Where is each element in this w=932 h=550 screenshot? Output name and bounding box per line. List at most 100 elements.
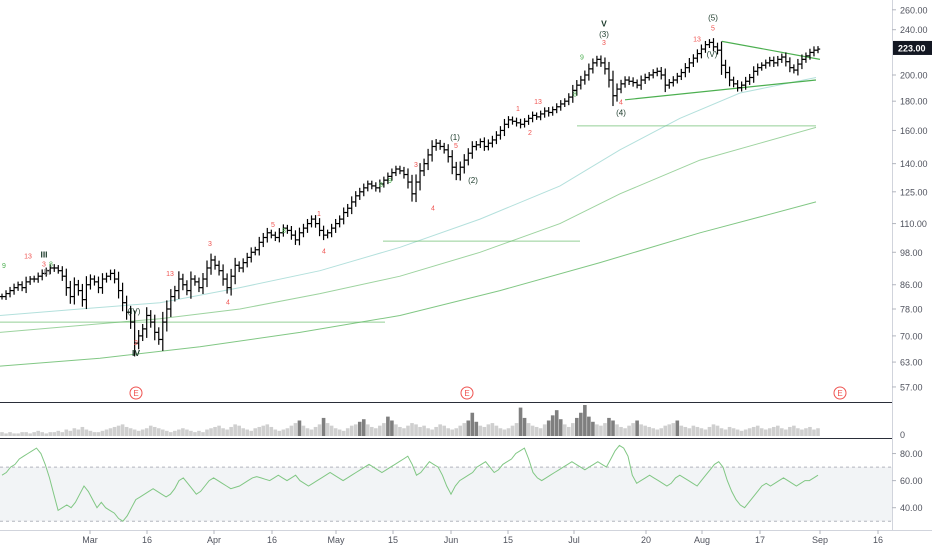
- volume-bar: [197, 430, 201, 436]
- price-bar: [413, 174, 419, 203]
- price-bar: [309, 215, 314, 228]
- volume-bar: [241, 428, 245, 436]
- volume-bar: [546, 420, 551, 436]
- volume-bar: [169, 432, 173, 436]
- volume-bar: [755, 425, 760, 436]
- price-bar: [23, 276, 29, 294]
- price-bar: [27, 276, 33, 285]
- price-bar: [723, 59, 728, 79]
- price-bar: [361, 183, 366, 197]
- price-bar: [401, 166, 407, 179]
- volume-bar: [333, 428, 338, 436]
- volume-bar: [28, 433, 32, 436]
- volume-bar: [357, 421, 362, 436]
- price-bar: [100, 273, 105, 294]
- volume-bar: [583, 405, 587, 436]
- volume-bar: [116, 425, 121, 436]
- volume-bar: [647, 426, 651, 436]
- volume-bar: [84, 429, 89, 436]
- price-bar: [216, 260, 222, 276]
- volume-bar: [40, 432, 44, 436]
- price-bar: [84, 276, 89, 310]
- earnings-marker-label: E: [133, 389, 138, 398]
- price-bar: [176, 271, 182, 299]
- price-bar: [345, 203, 350, 217]
- volume-bar: [341, 430, 346, 436]
- volume-bar: [80, 426, 85, 436]
- volume-bar: [96, 432, 101, 436]
- price-tick-label: 63.00: [900, 358, 923, 368]
- count-label: 8: [49, 262, 53, 269]
- volume-bar: [20, 432, 24, 436]
- time-tick-label: 16: [873, 535, 883, 545]
- time-tick-label: Mar: [82, 535, 98, 545]
- volume-bar: [780, 428, 784, 436]
- volume-bar: [8, 432, 12, 436]
- price-bar: [60, 266, 65, 281]
- volume-bar: [771, 426, 776, 436]
- time-tick-label: Aug: [694, 535, 710, 545]
- volume-bar: [382, 423, 386, 436]
- wave-label: III: [44, 268, 51, 277]
- volume-bar: [305, 428, 310, 436]
- price-bar: [220, 264, 226, 286]
- wave-label: V: [601, 19, 607, 29]
- price-bar: [35, 272, 41, 283]
- volume-bar: [655, 429, 660, 436]
- price-bar: [502, 118, 507, 137]
- volume-bar: [575, 417, 579, 436]
- price-bar: [261, 232, 266, 248]
- price-bar: [329, 223, 334, 238]
- price-bar: [321, 225, 326, 241]
- price-bar: [253, 246, 258, 256]
- price-bar: [783, 52, 789, 67]
- count-label: 2: [528, 130, 532, 137]
- volume-bar: [631, 423, 635, 436]
- volume-bar: [104, 429, 109, 436]
- price-tick-label: 110.00: [900, 219, 927, 229]
- volume-bar: [345, 428, 350, 436]
- volume-bar: [599, 425, 603, 436]
- volume-bar: [24, 432, 28, 436]
- time-tick-label: 16: [142, 535, 152, 545]
- time-tick-label: 15: [503, 535, 513, 545]
- earnings-marker-circle: [460, 386, 474, 400]
- price-bar: [240, 258, 246, 273]
- price-bar: [184, 280, 190, 296]
- wave-label: (V): [707, 50, 718, 59]
- count-label: 1: [317, 211, 321, 218]
- price-bar: [755, 63, 760, 76]
- price-bar: [15, 281, 21, 291]
- count-label: 9: [2, 263, 6, 270]
- volume-bar: [450, 429, 455, 436]
- volume-bar: [550, 415, 555, 436]
- last-price-label: 223.00: [898, 43, 926, 53]
- volume-bar: [615, 424, 619, 436]
- volume-bar: [108, 428, 113, 436]
- volume-bar: [52, 432, 57, 436]
- price-bar: [365, 180, 370, 192]
- price-bar: [731, 76, 736, 88]
- volume-bar: [245, 429, 250, 436]
- price-bar: [11, 283, 17, 295]
- volume-bar: [152, 426, 157, 436]
- volume-bar: [76, 429, 81, 436]
- price-bar: [506, 116, 511, 129]
- price-bar: [695, 49, 700, 63]
- volume-bar: [611, 420, 615, 436]
- price-bar: [650, 69, 656, 79]
- volume-bar: [747, 428, 752, 436]
- price-bar: [180, 273, 186, 291]
- grid-layer: [0, 0, 932, 531]
- volume-bar: [273, 429, 278, 436]
- price-bar: [164, 300, 170, 332]
- volume-bar: [233, 424, 237, 436]
- price-bar: [212, 255, 218, 270]
- price-bar: [767, 56, 772, 67]
- volume-bar: [374, 428, 378, 436]
- volume-bar: [554, 410, 559, 436]
- volume-bar: [474, 421, 479, 436]
- price-bar: [671, 76, 676, 87]
- volume-bar: [160, 429, 165, 436]
